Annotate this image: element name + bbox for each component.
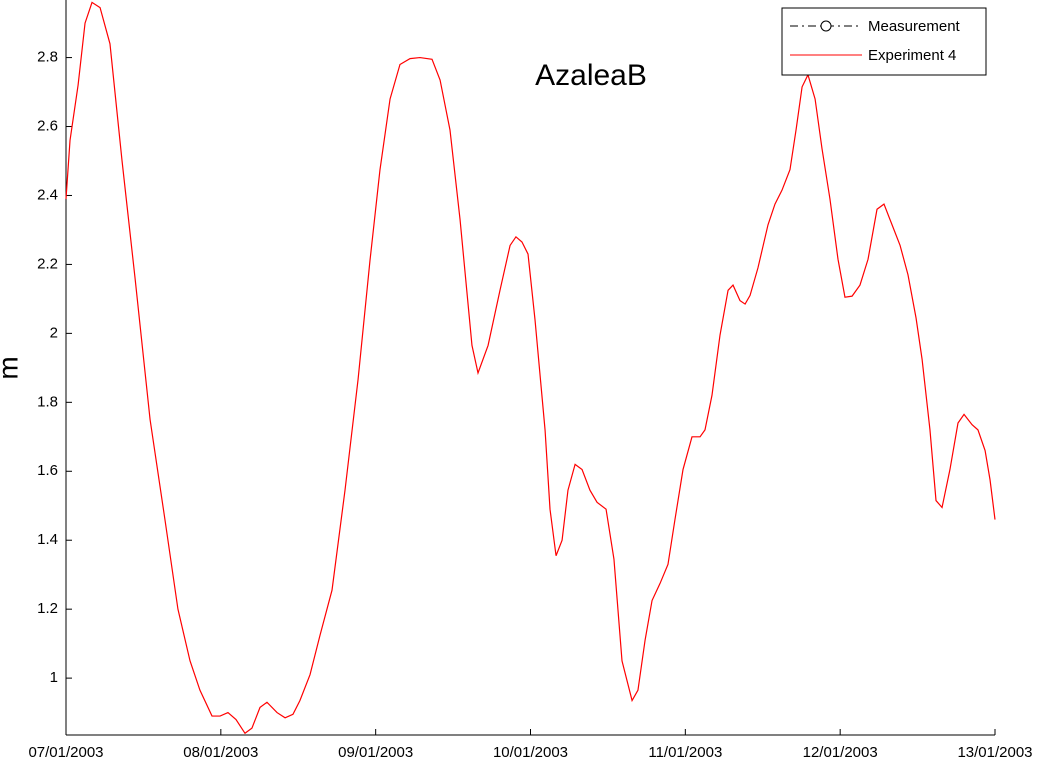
y-axis-label: m xyxy=(0,356,23,379)
y-tick-label: 1 xyxy=(50,669,58,686)
x-tick-label: 13/01/2003 xyxy=(957,744,1032,761)
y-tick-label: 1.4 xyxy=(37,531,58,548)
x-tick-label: 09/01/2003 xyxy=(338,744,413,761)
y-tick-label: 2.4 xyxy=(37,186,58,203)
x-tick-label: 08/01/2003 xyxy=(183,744,258,761)
legend-label: Experiment 4 xyxy=(868,47,956,64)
y-tick-label: 2.6 xyxy=(37,117,58,134)
legend-box xyxy=(781,7,987,76)
y-tick-label: 2.2 xyxy=(37,255,58,272)
legend-marker xyxy=(820,20,832,32)
legend-label: Measurement xyxy=(868,18,961,35)
chart-title: AzaleaB xyxy=(535,59,647,92)
legend: Measurement Experiment 4 xyxy=(781,7,987,76)
y-tick-label: 1.2 xyxy=(37,600,58,617)
y-tick-label: 1.8 xyxy=(37,393,58,410)
series-line xyxy=(65,1,996,735)
y-tick-label: 2.8 xyxy=(37,49,58,66)
x-tick-label: 12/01/2003 xyxy=(803,744,878,761)
x-tick-label: 10/01/2003 xyxy=(493,744,568,761)
y-tick-label: 2 xyxy=(50,324,58,341)
y-tick-label: 1.6 xyxy=(37,462,58,479)
x-tick-label: 11/01/2003 xyxy=(648,744,722,761)
x-tick-label: 07/01/2003 xyxy=(28,744,103,761)
